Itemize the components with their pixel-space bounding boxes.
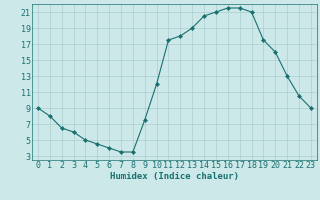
X-axis label: Humidex (Indice chaleur): Humidex (Indice chaleur) [110, 172, 239, 181]
